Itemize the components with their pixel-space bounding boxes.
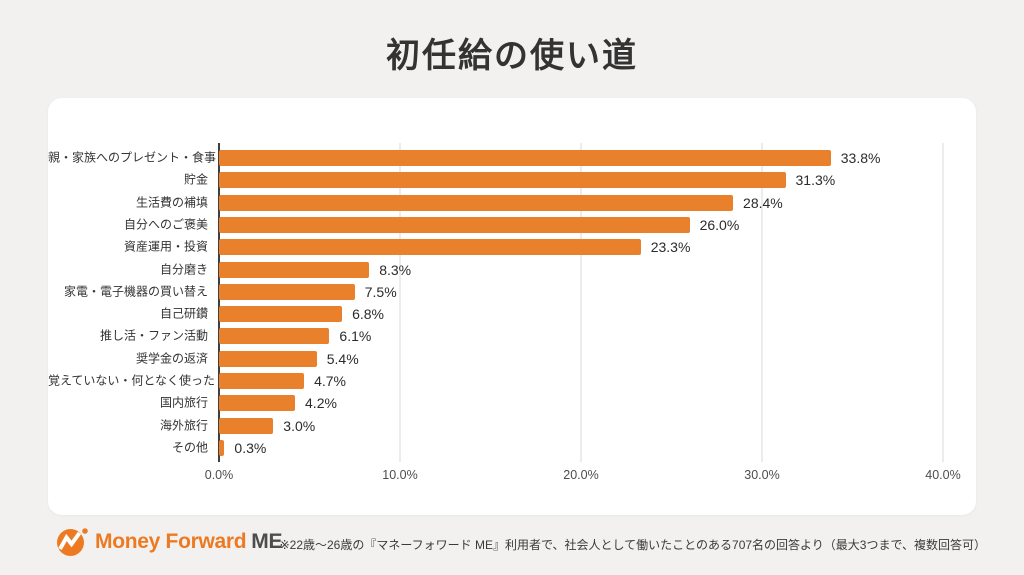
bar-row: 生活費の補填 28.4% xyxy=(48,194,976,211)
value-label: 4.2% xyxy=(305,395,337,412)
bar-area: 26.0% xyxy=(219,216,943,233)
bar-area: 0.3% xyxy=(219,439,943,456)
money-forward-logo: Money Forward ME xyxy=(56,526,283,558)
gridline xyxy=(580,143,582,462)
x-tick-label: 40.0% xyxy=(925,468,961,482)
category-label: 自分へのご褒美 xyxy=(123,217,208,232)
bar-row: 自分磨き 8.3% xyxy=(48,261,976,278)
x-tick-label: 20.0% xyxy=(563,468,599,482)
chart-card: 親・家族へのプレゼント・食事 33.8% 貯金 31.3% 生活費の補填 28.4% 自分へ… xyxy=(48,98,976,515)
value-label: 23.3% xyxy=(650,239,691,256)
page-title: 初任給の使い道 xyxy=(386,37,638,75)
category-label: 奨学金の返済 xyxy=(135,351,208,366)
category-label: その他 xyxy=(171,440,208,455)
category-label: 自分磨き xyxy=(159,261,208,276)
bar xyxy=(219,306,343,323)
bar-row: その他 0.3% xyxy=(48,439,976,456)
x-tick-label: 30.0% xyxy=(744,468,780,482)
bar-row: 自分へのご褒美 26.0% xyxy=(48,216,976,233)
bar-area: 33.8% xyxy=(219,150,943,166)
bar-row: 奨学金の返済 5.4% xyxy=(48,350,976,367)
y-axis-line xyxy=(218,143,220,462)
category-label: 家電・電子機器の買い替え xyxy=(63,284,208,299)
gridline xyxy=(761,143,763,462)
category-label: 親・家族へのプレゼント・食事 xyxy=(48,150,217,165)
value-label: 26.0% xyxy=(699,216,740,233)
category-label: 海外旅行 xyxy=(159,418,208,432)
plot-grid xyxy=(218,143,944,462)
bar xyxy=(219,439,225,456)
bar-row: 覚えていない・何となく使った 4.7% xyxy=(48,373,976,389)
category-label: 覚えていない・何となく使った xyxy=(48,373,216,388)
bar-area: 8.3% xyxy=(219,261,943,278)
bar-row: 家電・電子機器の買い替え 7.5% xyxy=(48,283,976,300)
value-label: 28.4% xyxy=(743,194,783,211)
bar-area: 6.8% xyxy=(219,306,943,323)
bar-row: 親・家族へのプレゼント・食事 33.8% xyxy=(48,150,976,166)
bar xyxy=(219,328,330,345)
bar-area: 4.7% xyxy=(219,373,943,389)
bar-area: 3.0% xyxy=(219,417,943,434)
value-label: 31.3% xyxy=(795,172,836,189)
survey-note: ※22歳〜26歳の『マネーフォワード ME』利用者で、社会人として働いたことのあ… xyxy=(279,538,986,552)
logo-suffix-text: ME xyxy=(251,530,283,553)
gridline xyxy=(942,143,944,462)
value-label: 6.1% xyxy=(339,328,372,345)
bar xyxy=(219,172,786,189)
bar xyxy=(219,216,690,233)
bar-row: 国内旅行 4.2% xyxy=(48,395,976,412)
value-label: 5.4% xyxy=(326,350,359,367)
bar xyxy=(219,395,296,412)
bar xyxy=(219,150,831,166)
bar-area: 7.5% xyxy=(219,283,943,300)
bar xyxy=(219,239,641,256)
bar-row: 推し活・ファン活動 6.1% xyxy=(48,328,976,345)
bar-row: 自己研鑽 6.8% xyxy=(48,306,976,323)
logo-text: Money Forward ME xyxy=(95,530,283,554)
bar-row: 資産運用・投資 23.3% xyxy=(48,239,976,256)
x-axis-ticks: 0.0% 10.0% 20.0% 30.0% 40.0% xyxy=(205,468,961,488)
bar-area: 6.1% xyxy=(219,328,943,345)
x-tick-label: 0.0% xyxy=(204,468,234,482)
category-label: 国内旅行 xyxy=(159,395,208,410)
bar-rows: 親・家族へのプレゼント・食事 33.8% 貯金 31.3% 生活費の補填 28.4% 自分へ… xyxy=(48,150,976,470)
bar-area: 28.4% xyxy=(219,194,943,211)
bar-row: 海外旅行 3.0% xyxy=(48,417,976,434)
value-label: 4.7% xyxy=(314,373,346,389)
bar-area: 23.3% xyxy=(219,239,943,256)
bar xyxy=(219,417,274,434)
logo-brand-text: Money Forward xyxy=(95,530,247,553)
category-label: 自己研鑽 xyxy=(159,306,208,321)
bar-row: 貯金 31.3% xyxy=(48,172,976,189)
category-label: 生活費の補填 xyxy=(135,195,208,209)
bar-area: 31.3% xyxy=(219,172,943,189)
bar xyxy=(219,283,355,300)
x-tick-label: 10.0% xyxy=(382,468,418,482)
bar xyxy=(219,373,305,389)
bar-area: 4.2% xyxy=(219,395,943,412)
bar-area: 5.4% xyxy=(219,350,943,367)
bar xyxy=(219,350,317,367)
bar xyxy=(219,261,370,278)
value-label: 8.3% xyxy=(379,261,412,278)
value-label: 3.0% xyxy=(283,417,316,434)
bar xyxy=(219,194,734,211)
value-label: 0.3% xyxy=(234,439,267,456)
category-label: 貯金 xyxy=(183,172,208,187)
value-label: 6.8% xyxy=(352,306,384,323)
value-label: 7.5% xyxy=(364,283,397,300)
category-label: 資産運用・投資 xyxy=(123,239,208,254)
category-label: 推し活・ファン活動 xyxy=(99,328,208,343)
value-label: 33.8% xyxy=(840,150,881,166)
gridline xyxy=(399,143,401,462)
money-forward-logo-icon xyxy=(56,526,88,558)
